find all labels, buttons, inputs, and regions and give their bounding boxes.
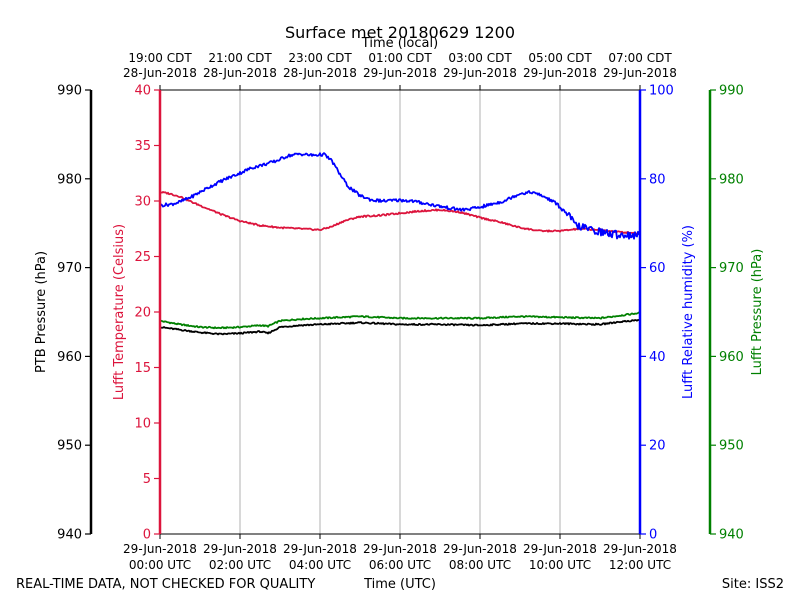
humidity-axis-tick-label: 100 [649, 84, 674, 99]
humidity-axis-tick-label: 80 [649, 172, 666, 187]
lufft-pressure-axis-tick-label: 960 [719, 350, 744, 365]
x-tick-label-utc-date: 29-Jun-2018 [363, 542, 437, 556]
x-tick-label-local-date: 29-Jun-2018 [443, 66, 517, 80]
x-tick-label-utc-date: 29-Jun-2018 [203, 542, 277, 556]
lufft-pressure-axis-label: Lufft Pressure (hPa) [750, 249, 765, 376]
top-axis-label: Time (local) [361, 36, 438, 51]
x-tick-label-local-date: 28-Jun-2018 [283, 66, 357, 80]
humidity-axis-label: Lufft Relative humidity (%) [681, 225, 696, 399]
x-tick-label-local-date: 29-Jun-2018 [363, 66, 437, 80]
x-tick-label-local-date: 28-Jun-2018 [123, 66, 197, 80]
x-tick-label-utc-time: 10:00 UTC [529, 558, 591, 572]
humidity-axis-tick-label: 40 [649, 350, 666, 365]
x-tick-label-local-date: 28-Jun-2018 [203, 66, 277, 80]
x-tick-label-local-time: 21:00 CDT [208, 51, 272, 65]
temperature-axis-tick-label: 25 [134, 250, 151, 265]
ptb-pressure-axis-tick-label: 940 [57, 528, 82, 543]
x-tick-label-utc-time: 02:00 UTC [209, 558, 271, 572]
lufft-pressure-axis-tick-label: 990 [719, 84, 744, 99]
series-line-ptb-pressure [160, 318, 641, 336]
x-tick-label-utc-time: 12:00 UTC [609, 558, 671, 572]
x-tick-label-utc-time: 08:00 UTC [449, 558, 511, 572]
x-tick-label-utc-date: 29-Jun-2018 [123, 542, 197, 556]
x-tick-label-local-time: 05:00 CDT [528, 51, 592, 65]
ptb-pressure-axis-tick-label: 980 [57, 172, 82, 187]
ptb-pressure-axis-tick-label: 960 [57, 350, 82, 365]
footer-site: Site: ISS2 [722, 577, 784, 592]
bottom-axis-label: Time (UTC) [363, 577, 436, 592]
humidity-axis-tick-label: 60 [649, 261, 666, 276]
x-tick-label-local-time: 19:00 CDT [128, 51, 192, 65]
ptb-pressure-axis-tick-label: 950 [57, 439, 82, 454]
series-line-humidity [159, 152, 641, 240]
series-layer [159, 152, 641, 336]
ptb-pressure-axis-tick-label: 990 [57, 84, 82, 99]
temperature-axis-tick-label: 20 [134, 306, 151, 321]
x-tick-label-local-date: 29-Jun-2018 [523, 66, 597, 80]
temperature-axis-label: Lufft Temperature (Celsius) [112, 224, 127, 400]
footer-quality-note: REAL-TIME DATA, NOT CHECKED FOR QUALITY [16, 577, 315, 592]
chart-title: Surface met 20180629 1200 [285, 23, 515, 42]
lufft-pressure-axis-tick-label: 940 [719, 528, 744, 543]
temperature-axis-tick-label: 40 [134, 84, 151, 99]
x-tick-label-local-time: 07:00 CDT [608, 51, 672, 65]
ptb-pressure-axis-label: PTB Pressure (hPa) [34, 251, 49, 373]
x-tick-label-utc-time: 06:00 UTC [369, 558, 431, 572]
temperature-axis-tick-label: 30 [134, 195, 151, 210]
x-tick-label-local-date: 29-Jun-2018 [603, 66, 677, 80]
temperature-axis-tick-label: 15 [134, 361, 151, 376]
series-line-lufft-pressure [159, 311, 641, 330]
lufft-pressure-axis-tick-label: 970 [719, 261, 744, 276]
humidity-axis-tick-label: 20 [649, 439, 666, 454]
x-tick-label-local-time: 23:00 CDT [288, 51, 352, 65]
gridlines [239, 90, 561, 534]
humidity-axis-tick-label: 0 [649, 528, 657, 543]
series-line-temperature [159, 190, 641, 235]
x-tick-label-utc-date: 29-Jun-2018 [443, 542, 517, 556]
x-tick-label-local-time: 01:00 CDT [368, 51, 432, 65]
temperature-axis-tick-label: 5 [143, 472, 151, 487]
temperature-axis-tick-label: 10 [134, 417, 151, 432]
ptb-pressure-axis-tick-label: 970 [57, 261, 82, 276]
x-tick-label-utc-time: 04:00 UTC [289, 558, 351, 572]
temperature-axis-tick-label: 35 [134, 139, 151, 154]
x-tick-label-utc-date: 29-Jun-2018 [603, 542, 677, 556]
lufft-pressure-axis-tick-label: 950 [719, 439, 744, 454]
x-tick-label-utc-time: 00:00 UTC [129, 558, 191, 572]
x-tick-label-local-time: 03:00 CDT [448, 51, 512, 65]
lufft-pressure-axis-tick-label: 980 [719, 172, 744, 187]
x-tick-label-utc-date: 29-Jun-2018 [283, 542, 357, 556]
x-tick-label-utc-date: 29-Jun-2018 [523, 542, 597, 556]
temperature-axis-tick-label: 0 [143, 528, 151, 543]
